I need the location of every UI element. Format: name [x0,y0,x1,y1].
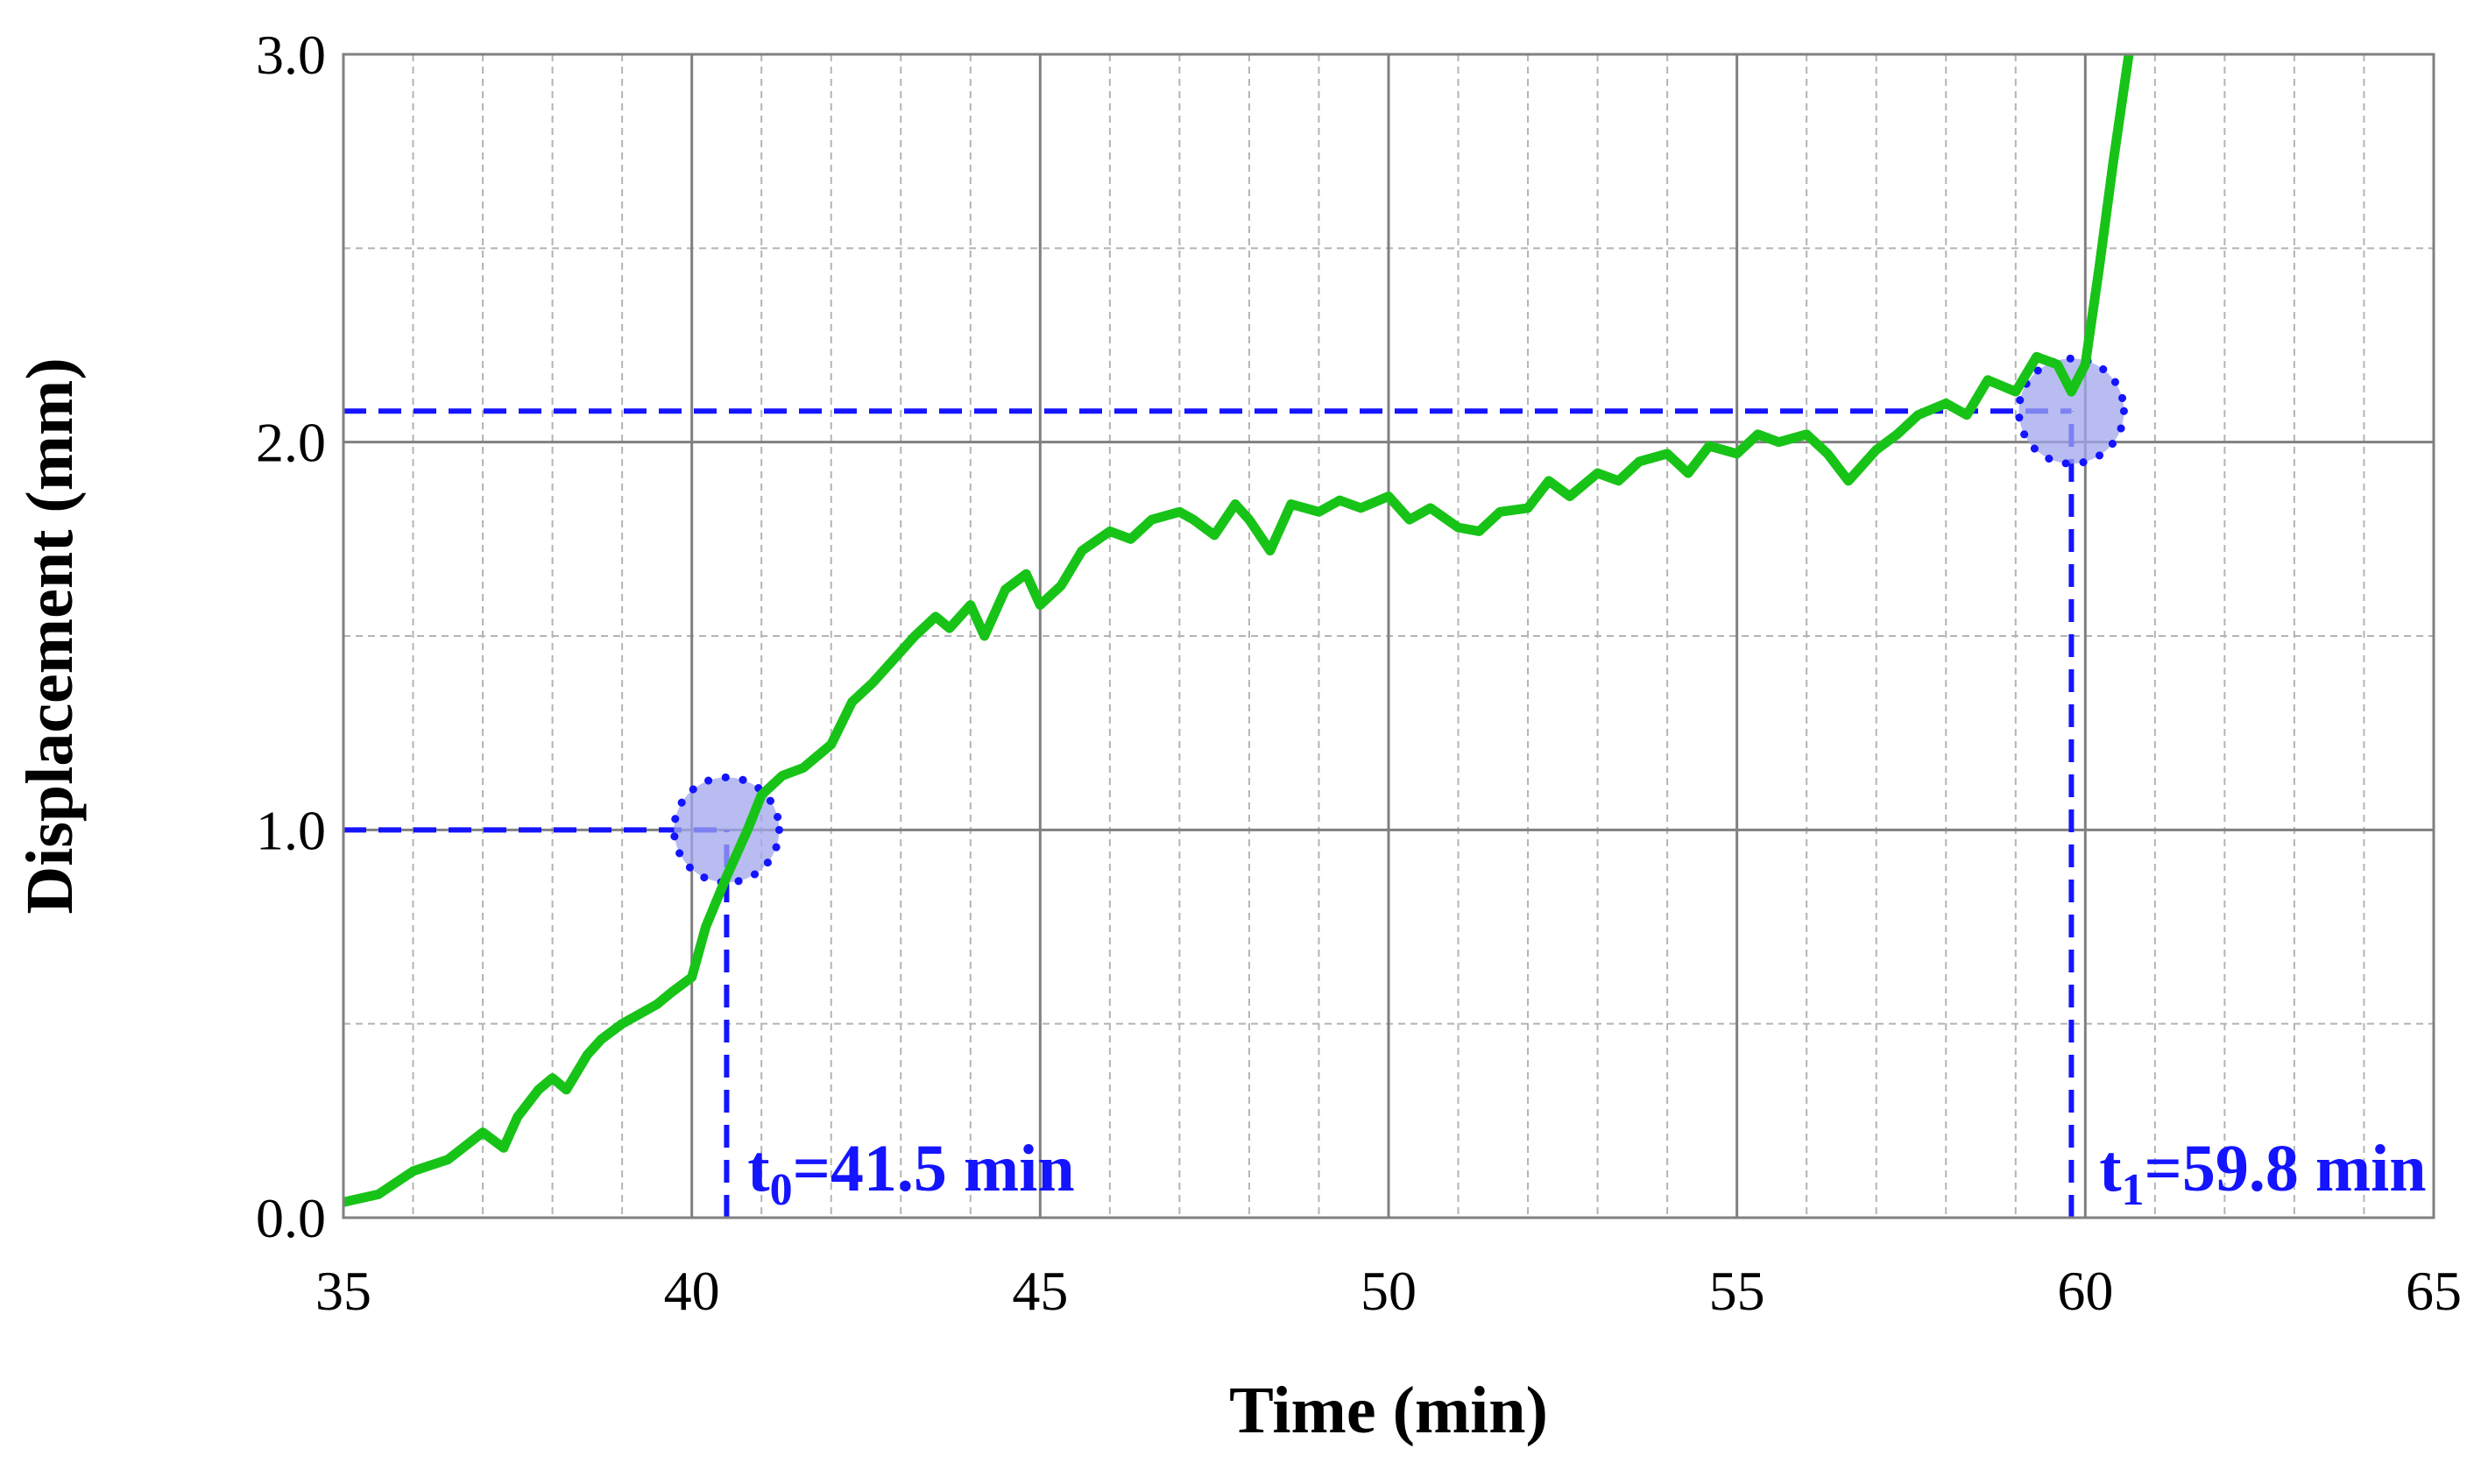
x-tick-label: 65 [2406,1260,2462,1322]
annotation-subscript: 0 [770,1165,793,1215]
y-tick-label: 1.0 [256,799,326,861]
y-axis-ticks: 0.0 1.0 2.0 3.0 [256,24,326,1249]
y-tick-label: 3.0 [256,24,326,86]
reference-lines [343,408,2075,1218]
x-axis-title: Time (min) [1229,1374,1548,1447]
series-line [343,54,2134,1207]
x-axis-ticks: 35 40 45 50 55 60 65 [315,1260,2462,1322]
plot-frame [342,53,2435,1219]
highlight-markers [669,354,2128,887]
x-tick-label: 55 [1709,1260,1765,1322]
annotation-subscript: 1 [2122,1165,2145,1215]
annotation-label: t0=41.5 min [747,1132,1074,1215]
annotation-base: t [747,1132,769,1205]
y-axis-title: Displacement (mm) [13,357,87,914]
x-tick-label: 35 [315,1260,371,1322]
annotation-label: t1=59.8 min [2099,1132,2426,1215]
x-tick-label: 40 [664,1260,720,1322]
x-tick-label: 60 [2057,1260,2113,1322]
series-layer [343,54,2134,1207]
annotation-rest: =41.5 min [793,1132,1075,1205]
highlight-marker [2014,354,2128,468]
y-tick-label: 2.0 [256,412,326,474]
annotation-rest: =59.8 min [2145,1132,2427,1205]
x-tick-label: 45 [1012,1260,1068,1322]
x-tick-label: 50 [1361,1260,1417,1322]
annotation-base: t [2099,1132,2121,1205]
y-tick-label: 0.0 [256,1187,326,1249]
annotations: t0=41.5 min t1=59.8 min [747,1132,2426,1215]
